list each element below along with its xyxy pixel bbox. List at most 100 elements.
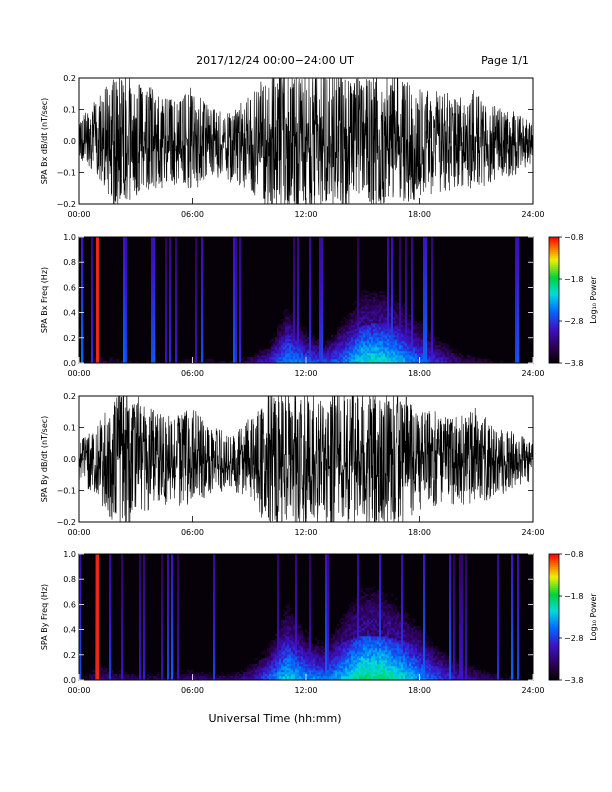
spectrogram-cell: [185, 361, 188, 364]
spectrogram-cell: [125, 335, 128, 338]
spectrogram-cell: [165, 277, 168, 280]
spectrogram-cell: [235, 339, 238, 342]
spectrogram-cell: [411, 349, 414, 352]
spectrogram-cell: [309, 253, 312, 256]
colorbar-band: [549, 270, 559, 274]
spectrogram-cell: [375, 293, 378, 296]
spectrogram-cell: [381, 323, 384, 326]
spectrogram-cell: [347, 335, 350, 338]
spectrogram-cell: [321, 357, 324, 360]
spectrogram-cell: [125, 249, 128, 252]
spectrogram-cell: [165, 343, 168, 346]
spectrogram-cell: [433, 343, 436, 346]
spectrogram-cell: [411, 351, 414, 354]
spectrogram-cell: [373, 305, 376, 308]
spectrogram-cell: [393, 359, 396, 362]
spectrogram-cell: [167, 558, 170, 561]
spectrogram-cell: [81, 351, 84, 354]
spectrogram-cell: [355, 315, 358, 318]
spectrogram-cell: [517, 313, 520, 316]
spectrogram-cell: [397, 355, 400, 358]
spectrogram-cell: [515, 275, 518, 278]
spectrogram-cell: [305, 329, 308, 332]
spectrogram-cell: [239, 325, 242, 328]
spectrogram-cell: [423, 319, 426, 322]
spectrogram-cell: [349, 359, 352, 362]
spectrogram-cell: [321, 253, 324, 256]
spectrogram-cell: [417, 351, 420, 354]
spectrogram-cell: [515, 339, 518, 342]
spectrogram-cell: [321, 283, 324, 286]
spectrogram-cell: [235, 299, 238, 302]
spectrogram-cell: [125, 321, 128, 324]
spectrogram-cell: [91, 243, 94, 246]
spectrogram-cell: [329, 357, 332, 360]
spectrogram-cell: [331, 353, 334, 356]
spectrogram-cell: [279, 351, 282, 354]
spectrogram-cell: [165, 321, 168, 324]
spectrogram-cell: [471, 359, 474, 362]
spectrogram-cell: [165, 331, 168, 334]
spectrogram-cell: [515, 265, 518, 268]
spectrogram-cell: [167, 652, 170, 655]
spectrogram-cell: [233, 245, 236, 248]
spectrogram-cell: [249, 668, 252, 671]
spectrogram-cell: [201, 243, 204, 246]
spectrogram-cell: [271, 347, 274, 350]
spectrogram-cell: [249, 670, 252, 673]
spectrogram-cell: [317, 355, 320, 358]
spectrogram-cell: [309, 293, 312, 296]
spectrogram-cell: [517, 355, 520, 358]
spectrogram-cell: [291, 341, 294, 344]
spectrogram-cell: [327, 349, 330, 352]
spectrogram-cell: [109, 670, 112, 673]
spectrogram-cell: [239, 257, 242, 260]
spectrogram-cell: [399, 265, 402, 268]
spectrogram-cell: [487, 359, 490, 362]
spectrogram-cell: [121, 644, 124, 647]
spectrogram-cell: [345, 345, 348, 348]
spectrogram-cell: [309, 319, 312, 322]
spectrogram-cell: [231, 678, 234, 681]
spectrogram-cell: [517, 335, 520, 338]
spectrogram-cell: [165, 313, 168, 316]
spectrogram-cell: [139, 590, 142, 593]
spectrogram-cell: [515, 285, 518, 288]
spectrogram-cell: [365, 323, 368, 326]
spectrogram-cell: [177, 632, 180, 635]
spectrogram-cell: [517, 289, 520, 292]
spectrogram-cell: [321, 251, 324, 254]
spectrogram-cell: [381, 321, 384, 324]
spectrogram-cell: [251, 672, 254, 675]
spectrogram-cell: [363, 325, 366, 328]
spectrogram-cell: [183, 678, 186, 681]
spectrogram-cell: [411, 279, 414, 282]
spectrogram-cell: [143, 672, 146, 675]
spectrogram-cell: [395, 359, 398, 362]
spectrogram-cell: [393, 361, 396, 364]
spectrogram-cell: [165, 243, 168, 246]
spectrogram-cell: [383, 321, 386, 324]
spectrogram-cell: [419, 347, 422, 350]
spectrogram-cell: [281, 329, 284, 332]
spectrogram-cell: [233, 349, 236, 352]
spectrogram-cell: [385, 359, 388, 362]
spectrogram-cell: [105, 678, 108, 681]
spectrogram-cell: [79, 642, 82, 645]
spectrogram-cell: [349, 353, 352, 356]
spectrogram-cell: [201, 287, 204, 290]
spectrogram-cell: [125, 672, 128, 675]
spectrogram-cell: [517, 309, 520, 312]
spectrogram-cell: [81, 313, 84, 316]
spectrogram-cell: [151, 315, 154, 318]
spectrogram-cell: [389, 349, 392, 352]
colorbar-band: [549, 321, 559, 324]
spectrogram-cell: [251, 676, 254, 679]
spectrogram-cell: [275, 634, 278, 637]
spectrogram-cell: [233, 291, 236, 294]
spectrogram-cell: [363, 351, 366, 354]
spectrogram-cell: [81, 283, 84, 286]
spectrogram-cell: [423, 305, 426, 308]
spectrogram-cell: [297, 281, 300, 284]
spectrogram-cell: [377, 327, 380, 330]
